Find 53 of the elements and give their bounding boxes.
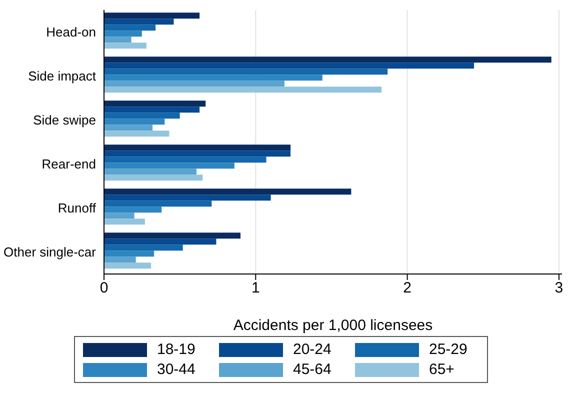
bar (104, 250, 154, 257)
bar (104, 100, 206, 107)
bar (104, 168, 197, 175)
bar (104, 106, 200, 113)
bar (104, 24, 156, 31)
legend-label: 18-19 (157, 341, 196, 358)
bar (104, 144, 291, 151)
bar (104, 256, 136, 263)
bar (104, 62, 474, 69)
bar (104, 150, 291, 157)
x-axis-title: Accidents per 1,000 licensees (233, 317, 433, 334)
bar (104, 194, 271, 201)
legend-label: 45-64 (293, 361, 332, 378)
bar (104, 18, 174, 25)
bar (104, 232, 240, 239)
x-tick-label: 2 (403, 280, 412, 297)
bar (104, 218, 145, 225)
bar (104, 238, 216, 245)
y-tick-label: Side swipe (33, 112, 96, 128)
bar (104, 124, 153, 131)
y-tick-label: Head-on (46, 24, 96, 40)
bar (104, 80, 284, 87)
bar (104, 174, 203, 181)
y-tick-label: Other single-car (4, 244, 97, 260)
bar (104, 156, 266, 163)
x-tick-label: 3 (554, 280, 564, 297)
bar (104, 118, 165, 125)
bar (104, 36, 132, 43)
y-tick-label: Runoff (58, 200, 96, 216)
bar (104, 188, 352, 195)
bar (104, 42, 146, 49)
bar (104, 30, 142, 37)
bar (104, 262, 152, 269)
bar (104, 86, 382, 93)
legend-label: 25-29 (429, 341, 468, 358)
bar (104, 206, 162, 213)
bar (104, 12, 200, 19)
y-tick-label: Side impact (28, 68, 96, 84)
x-tick-label: 0 (100, 280, 108, 297)
bar (104, 162, 234, 169)
y-tick-label: Rear-end (42, 156, 96, 172)
bar (104, 112, 180, 119)
bar (104, 212, 134, 219)
bar (104, 68, 388, 75)
legend-label: 30-44 (157, 361, 196, 378)
legend-label: 65+ (429, 361, 456, 378)
bar (104, 74, 322, 81)
x-tick-label: 1 (251, 280, 260, 297)
bar (104, 244, 183, 251)
bar (104, 130, 170, 137)
bar (104, 56, 552, 63)
legend-label: 20-24 (293, 341, 332, 358)
bar (104, 200, 212, 207)
